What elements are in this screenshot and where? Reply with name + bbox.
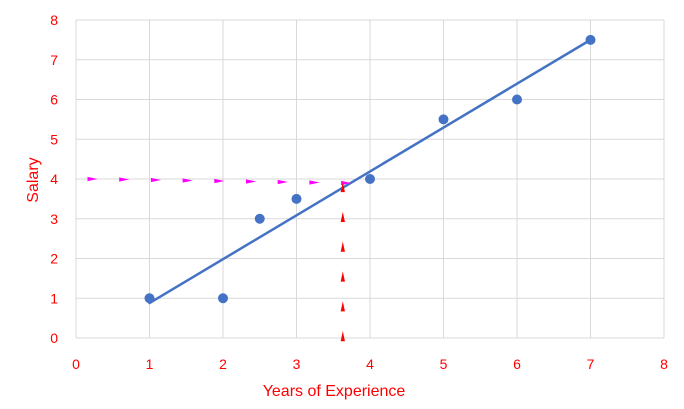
horizontal-guide-arrow <box>341 180 352 186</box>
x-axis-title: Years of Experience <box>263 383 406 400</box>
x-tick-label: 8 <box>660 356 668 372</box>
horizontal-guide-arrow <box>182 178 193 183</box>
y-tick-label: 6 <box>50 92 58 108</box>
vertical-guide-arrow <box>340 331 345 342</box>
horizontal-guide-arrow <box>150 177 162 183</box>
x-tick-label: 3 <box>293 356 301 372</box>
data-point <box>254 213 265 224</box>
x-tick-label: 6 <box>513 356 521 372</box>
y-tick-label: 3 <box>50 211 58 227</box>
y-tick-label: 4 <box>50 171 58 187</box>
y-tick-label: 5 <box>50 131 58 147</box>
y-tick-label: 8 <box>50 12 58 28</box>
horizontal-guide-arrow <box>309 180 320 185</box>
horizontal-guide-arrow <box>214 178 225 184</box>
vertical-guide-arrow <box>340 211 345 222</box>
x-tick-label: 4 <box>366 356 374 372</box>
horizontal-guide-arrow <box>87 176 98 182</box>
y-tick-label: 0 <box>50 330 58 346</box>
vertical-guide-arrow <box>340 181 345 193</box>
horizontal-guide-arrow <box>277 179 288 185</box>
data-points <box>144 34 596 304</box>
data-point <box>218 293 228 304</box>
x-tick-label: 1 <box>146 356 154 372</box>
trendline-layer <box>148 38 592 305</box>
y-axis-title: Salary <box>25 157 42 202</box>
x-tick-label: 5 <box>440 356 448 372</box>
vertical-guide-arrow <box>340 301 345 312</box>
data-point <box>438 114 449 125</box>
y-tick-label: 1 <box>50 290 58 306</box>
vertical-guide-arrow <box>340 271 345 282</box>
y-tick-label: 2 <box>50 251 58 267</box>
horizontal-guide-arrow <box>119 177 130 182</box>
x-tick-label: 2 <box>219 356 227 372</box>
annotation-layer <box>87 176 352 342</box>
data-point <box>512 94 522 105</box>
trendline <box>148 38 592 305</box>
x-tick-label: 0 <box>72 356 80 372</box>
data-point <box>144 293 155 304</box>
data-point <box>585 34 596 45</box>
horizontal-guide-arrow <box>245 179 257 184</box>
y-tick-label: 7 <box>50 52 58 68</box>
tick-labels: 0 1 2 3 4 5 6 7 8 0 1 2 3 4 5 6 7 8 <box>50 12 668 372</box>
vertical-guide-arrow <box>340 241 345 252</box>
x-tick-label: 7 <box>587 356 595 372</box>
data-point <box>365 174 375 184</box>
data-point <box>291 193 302 204</box>
